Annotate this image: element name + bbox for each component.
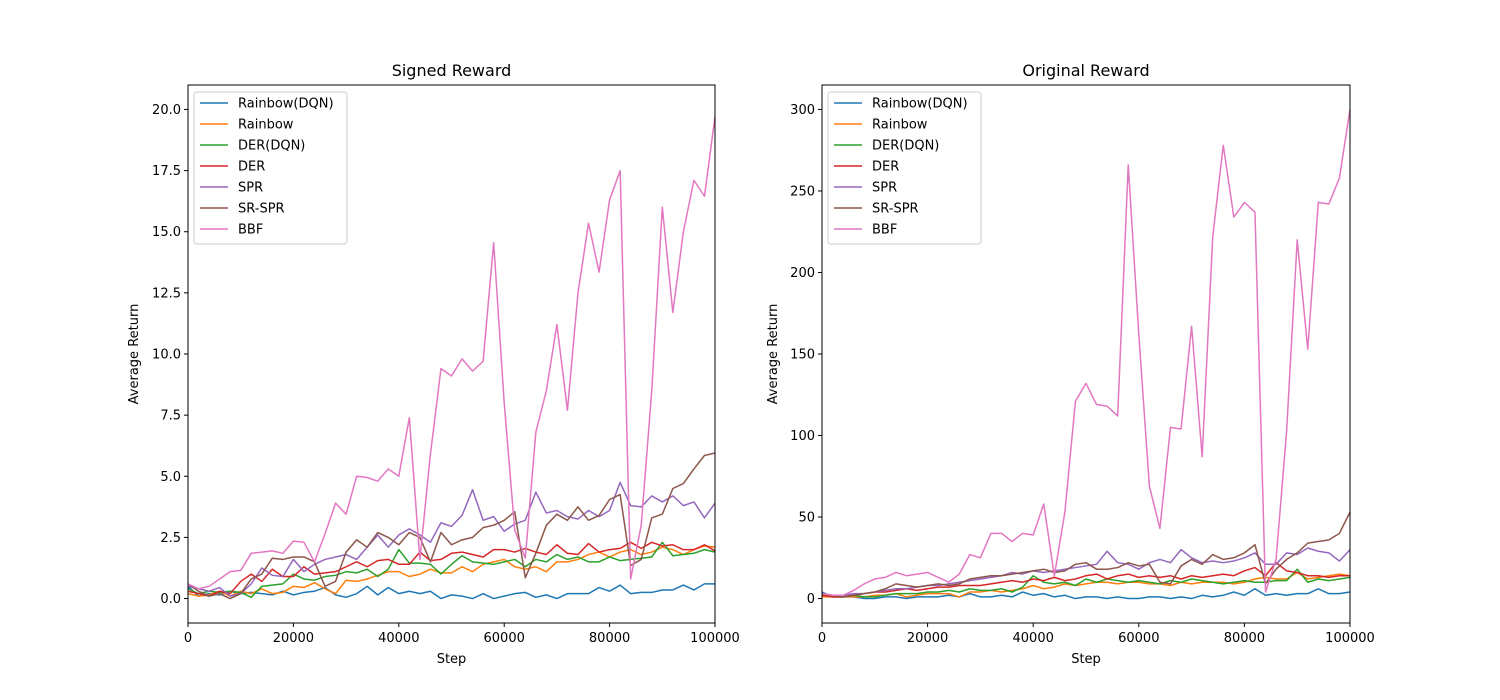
signed-reward-legend-label-rainbow-dqn: Rainbow(DQN) bbox=[238, 97, 334, 112]
signed-reward-legend-label-der: DER bbox=[238, 160, 265, 175]
signed-reward-legend-label-bbf: BBF bbox=[238, 223, 263, 238]
original-reward-series-spr bbox=[822, 547, 1350, 597]
signed-reward-y-tick-label: 15.0 bbox=[152, 225, 181, 240]
signed-reward-x-tick-label: 60000 bbox=[484, 631, 525, 646]
original-reward-x-tick-label: 60000 bbox=[1118, 631, 1159, 646]
original-reward-y-tick-label: 100 bbox=[790, 429, 815, 444]
signed-reward-legend-label-spr: SPR bbox=[238, 181, 263, 196]
original-reward-x-tick-label: 100000 bbox=[1325, 631, 1375, 646]
original-reward-legend-label-bbf: BBF bbox=[872, 223, 897, 238]
signed-reward-series-sr-spr bbox=[188, 452, 715, 600]
signed-reward-series-layer bbox=[188, 115, 715, 600]
signed-reward-y-tick-label: 20.0 bbox=[152, 103, 181, 118]
signed-reward-legend-label-sr-spr: SR-SPR bbox=[238, 202, 285, 217]
subplot-original-reward: 0 20000 40000 60000 80000 100000 0 50 100 150 200 2… bbox=[766, 61, 1375, 667]
original-reward-series-rainbow bbox=[822, 571, 1350, 598]
signed-reward-x-tick-label: 0 bbox=[184, 631, 192, 646]
signed-reward-x-tick-label: 40000 bbox=[378, 631, 419, 646]
original-reward-legend-label-sr-spr: SR-SPR bbox=[872, 202, 919, 217]
signed-reward-x-axis-label: Step bbox=[437, 652, 467, 667]
signed-reward-legend-label-der-dqn: DER(DQN) bbox=[238, 139, 305, 154]
signed-reward-y-tick-label: 0.0 bbox=[160, 592, 181, 607]
signed-reward-y-tick-label: 7.5 bbox=[160, 409, 181, 424]
signed-reward-x-tick-label: 20000 bbox=[273, 631, 314, 646]
original-reward-series-rainbow-dqn bbox=[822, 588, 1350, 600]
signed-reward-legend-box bbox=[193, 91, 348, 245]
signed-reward-series-der-dqn bbox=[188, 541, 715, 599]
original-reward-x-tick-label: 40000 bbox=[1013, 631, 1054, 646]
original-reward-series-sr-spr bbox=[822, 511, 1350, 598]
signed-reward-y-tick-label: 12.5 bbox=[152, 286, 181, 301]
signed-reward-ticks: 0 20000 40000 60000 80000 100000 0.0 2.5 5.0 7.5 1… bbox=[152, 103, 740, 646]
original-reward-y-tick-label: 200 bbox=[790, 266, 815, 281]
original-reward-legend-label-spr: SPR bbox=[872, 181, 897, 196]
signed-reward-y-axis-label: Average Return bbox=[127, 304, 142, 405]
signed-reward-series-bbf bbox=[188, 115, 715, 590]
signed-reward-legend: Rainbow(DQN) Rainbow DER(DQN) DER SPR SR-SPR B… bbox=[193, 91, 348, 245]
signed-reward-x-tick-label: 80000 bbox=[589, 631, 630, 646]
original-reward-y-tick-label: 50 bbox=[798, 511, 815, 526]
original-reward-title: Original Reward bbox=[1022, 61, 1149, 80]
signed-reward-x-tick-label: 100000 bbox=[690, 631, 740, 646]
original-reward-ticks: 0 20000 40000 60000 80000 100000 0 50 100 150 200 2… bbox=[790, 103, 1375, 646]
original-reward-series-der-dqn bbox=[822, 568, 1350, 598]
original-reward-series-bbf bbox=[822, 108, 1350, 597]
original-reward-y-tick-label: 250 bbox=[790, 184, 815, 199]
original-reward-y-tick-label: 300 bbox=[790, 103, 815, 118]
signed-reward-title: Signed Reward bbox=[392, 61, 512, 80]
original-reward-y-axis-label: Average Return bbox=[766, 304, 781, 405]
signed-reward-y-tick-label: 2.5 bbox=[160, 531, 181, 546]
signed-reward-series-rainbow bbox=[188, 545, 715, 597]
original-reward-x-tick-label: 80000 bbox=[1224, 631, 1265, 646]
signed-reward-y-tick-label: 17.5 bbox=[152, 164, 181, 179]
original-reward-x-axis-label: Step bbox=[1071, 652, 1101, 667]
signed-reward-series-spr bbox=[188, 481, 715, 597]
original-reward-legend-box bbox=[827, 91, 982, 245]
original-reward-legend-label-rainbow: Rainbow bbox=[872, 118, 928, 133]
original-reward-y-tick-label: 150 bbox=[790, 348, 815, 363]
original-reward-x-tick-label: 20000 bbox=[907, 631, 948, 646]
original-reward-legend-label-rainbow-dqn: Rainbow(DQN) bbox=[872, 97, 968, 112]
original-reward-legend: Rainbow(DQN) Rainbow DER(DQN) DER SPR SR-SPR B… bbox=[827, 91, 982, 245]
original-reward-x-tick-label: 0 bbox=[818, 631, 826, 646]
signed-reward-legend-label-rainbow: Rainbow bbox=[238, 118, 294, 133]
original-reward-legend-label-der-dqn: DER(DQN) bbox=[872, 139, 939, 154]
original-reward-y-tick-label: 0 bbox=[807, 592, 815, 607]
subplot-signed-reward: 0 20000 40000 60000 80000 100000 0.0 2.5 5.0 7.5 1… bbox=[127, 61, 740, 667]
signed-reward-y-tick-label: 5.0 bbox=[160, 470, 181, 485]
original-reward-legend-label-der: DER bbox=[872, 160, 899, 175]
original-reward-series-layer bbox=[822, 108, 1350, 600]
signed-reward-y-tick-label: 10.0 bbox=[152, 348, 181, 363]
